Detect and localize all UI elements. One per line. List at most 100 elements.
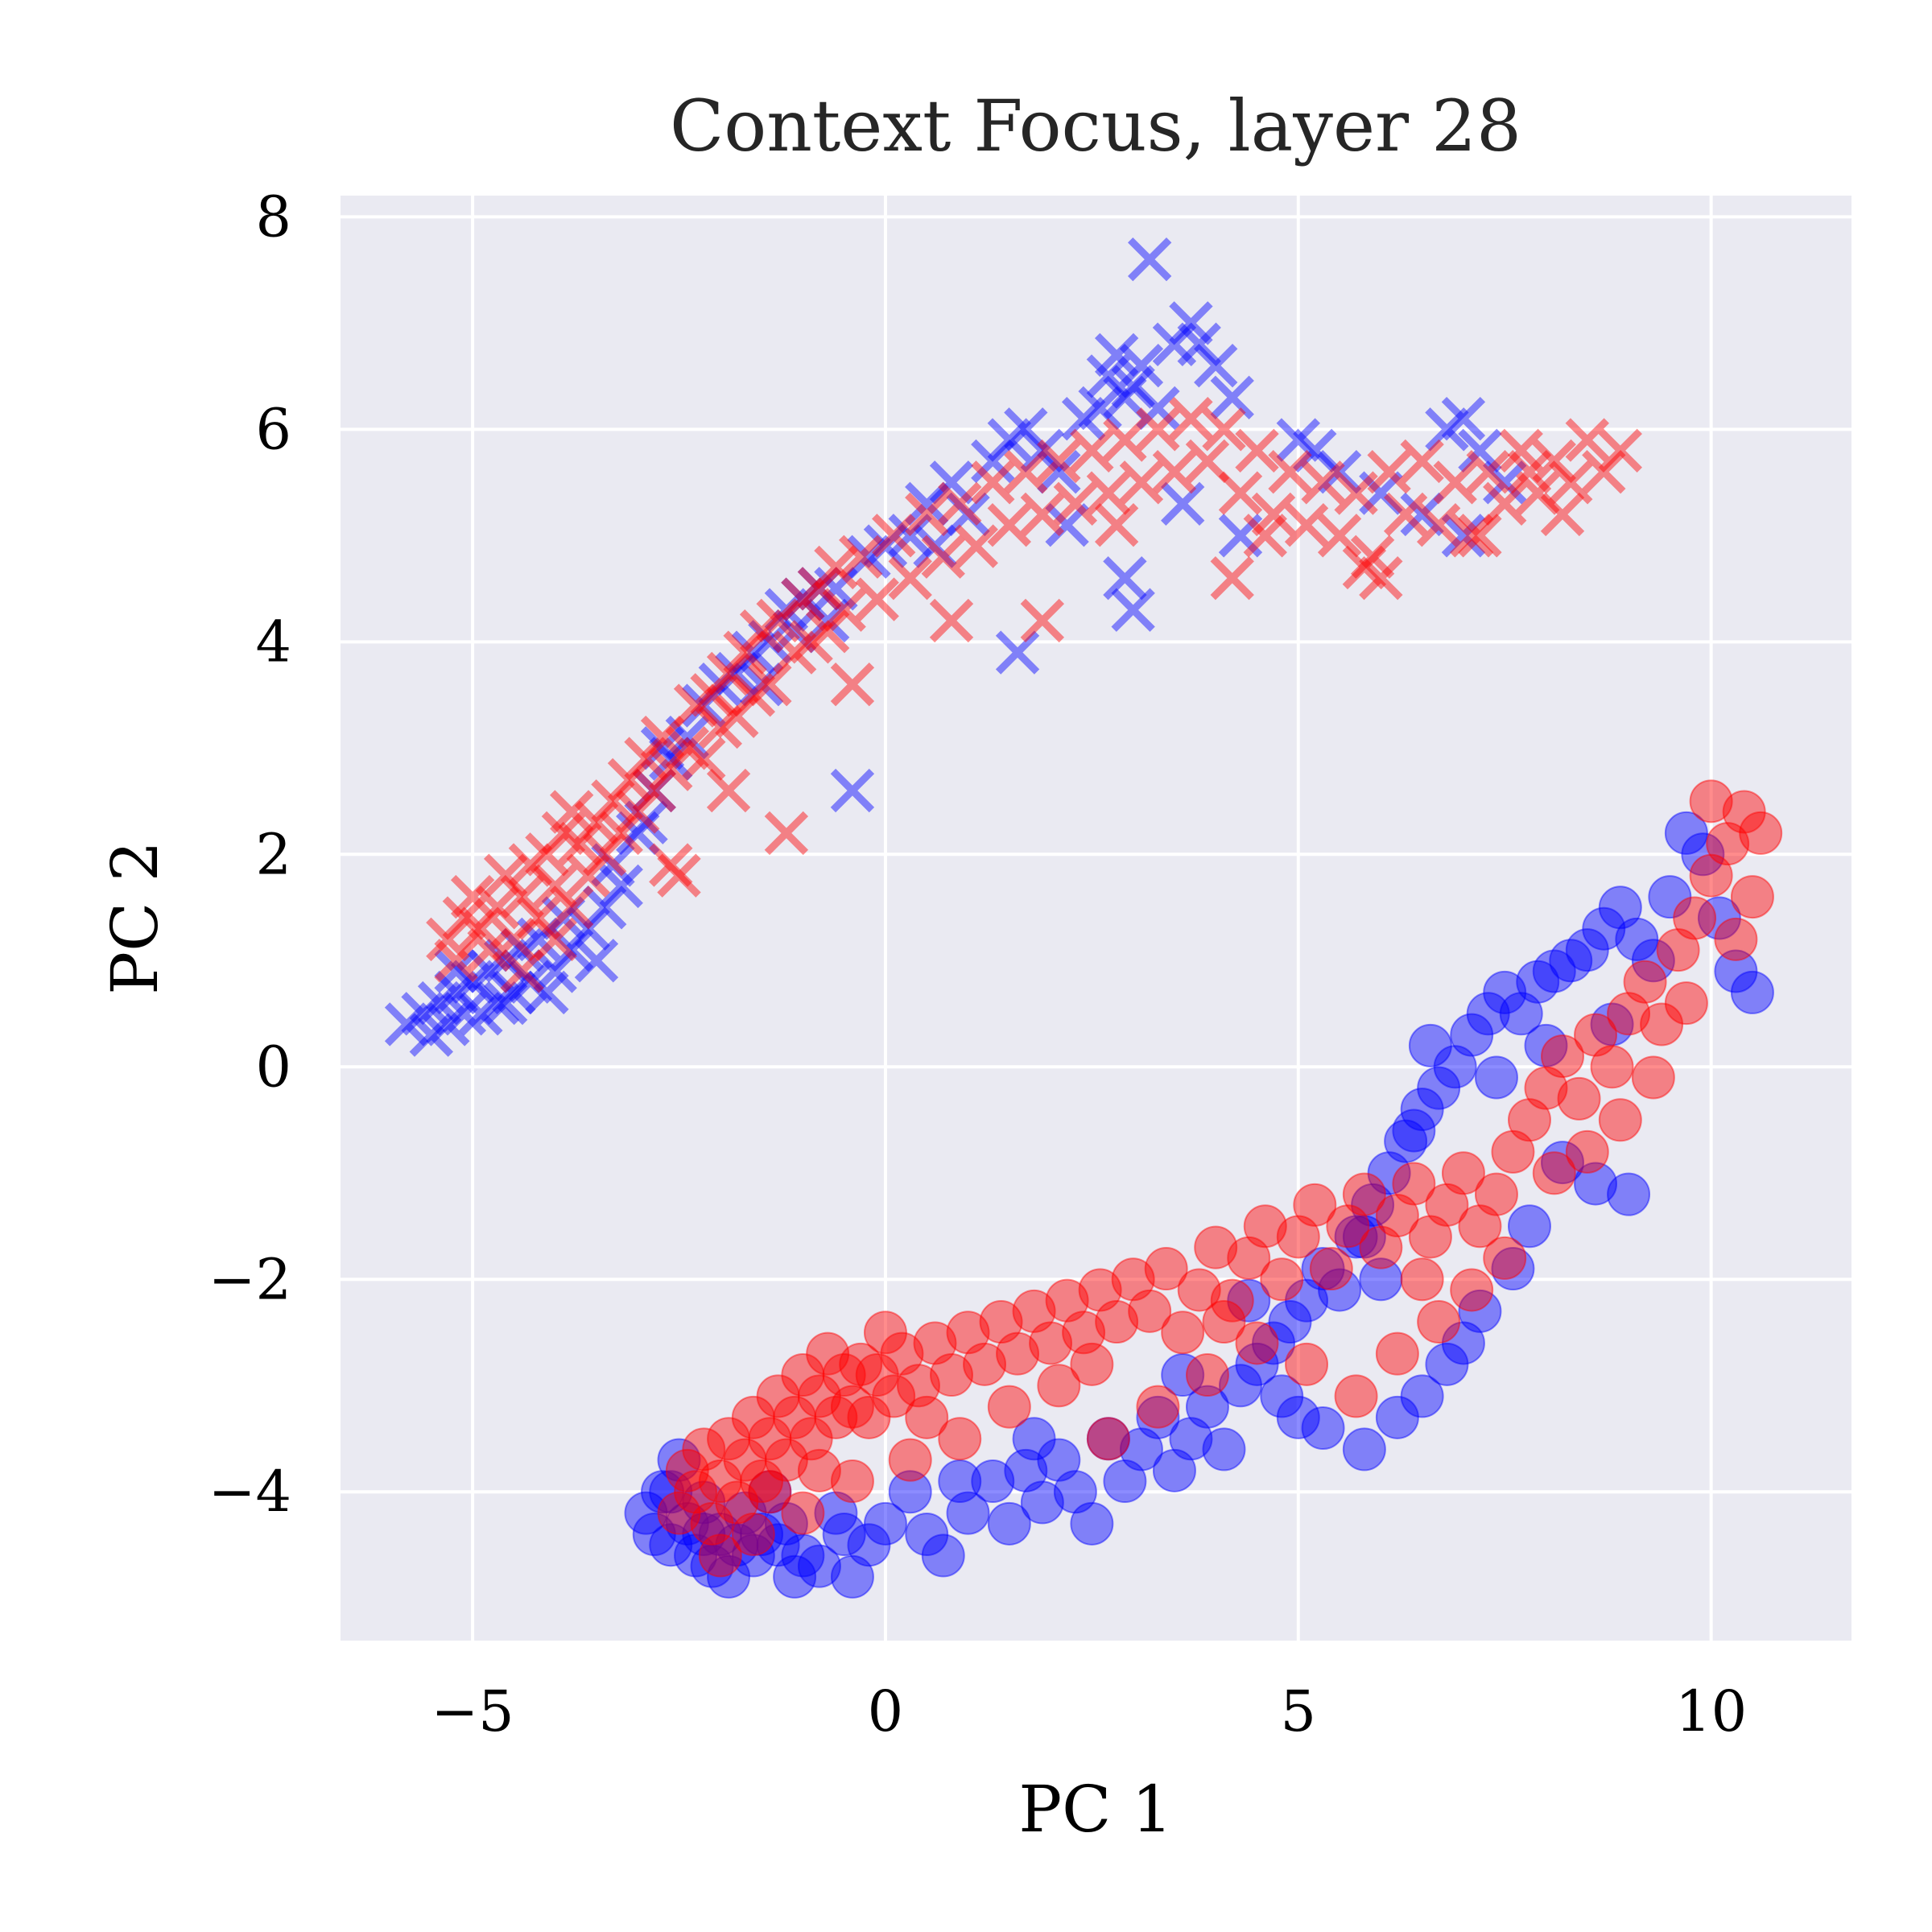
cross-point — [516, 917, 561, 962]
cross-point — [434, 970, 478, 1015]
cross-point — [1367, 449, 1411, 494]
cross-point — [1235, 428, 1279, 473]
circle-point — [1293, 1183, 1337, 1227]
cross-point — [1210, 555, 1254, 601]
cross-point — [533, 864, 577, 909]
cross-point — [500, 927, 544, 972]
cross-point — [1483, 481, 1527, 526]
cross-point — [1103, 375, 1147, 419]
circle-point — [1227, 1236, 1271, 1280]
circle-point — [1119, 1427, 1163, 1472]
cross-point — [715, 651, 759, 696]
cross-point — [1020, 428, 1065, 473]
cross-point — [1152, 322, 1197, 366]
y-axis-label: PC 2 — [97, 840, 172, 994]
cross-point — [599, 864, 643, 909]
circle-point — [1053, 1470, 1097, 1514]
circle-point — [1516, 960, 1560, 1004]
circle-point — [781, 1534, 825, 1578]
circle-point — [1020, 1480, 1064, 1525]
circle-point — [1384, 1119, 1428, 1163]
circle-point — [698, 1534, 742, 1578]
cross-point — [426, 1002, 470, 1046]
circle-point — [1128, 1289, 1172, 1333]
circle-point — [698, 1459, 742, 1504]
circle-point — [1474, 1055, 1518, 1100]
circle-point — [1144, 1247, 1188, 1291]
cross-point — [442, 896, 487, 940]
circle-point — [1194, 1225, 1238, 1269]
circle-point — [1574, 1162, 1618, 1206]
circle-point — [748, 1417, 792, 1461]
circle-point — [1235, 1342, 1279, 1386]
x-tick-label: 10 — [1675, 1678, 1747, 1744]
cross-point — [1532, 439, 1576, 484]
cross-point — [1094, 332, 1139, 378]
cross-point — [1136, 386, 1180, 431]
circle-point — [946, 1311, 990, 1355]
cross-point — [748, 620, 792, 664]
circle-point — [1714, 917, 1758, 961]
cross-point — [1136, 407, 1180, 452]
circle-point — [806, 1331, 850, 1376]
cross-point — [1565, 418, 1609, 462]
circle-point — [1648, 875, 1692, 919]
cross-point — [1350, 535, 1395, 579]
y-tick-label: 8 — [255, 184, 291, 250]
cross-point — [1218, 514, 1263, 558]
cross-point — [748, 662, 792, 707]
circle-point — [1285, 1278, 1329, 1323]
cross-point — [450, 960, 495, 1004]
circle-point — [1309, 1247, 1353, 1291]
circle-point — [987, 1501, 1031, 1546]
cross-point — [797, 567, 842, 611]
cross-point — [1103, 555, 1147, 601]
circle-point — [1532, 1151, 1576, 1195]
circle-point — [1549, 939, 1593, 983]
cross-point — [1301, 460, 1345, 505]
cross-point — [665, 726, 709, 770]
cross-point — [665, 715, 709, 760]
circle-point — [1301, 1406, 1345, 1451]
cross-point — [574, 800, 619, 844]
cross-point — [649, 747, 693, 791]
circle-point — [707, 1417, 751, 1461]
cross-point — [1433, 460, 1477, 505]
circle-point — [1722, 790, 1766, 834]
cross-point — [673, 683, 718, 728]
circle-point — [1392, 1162, 1436, 1206]
cross-point — [1243, 514, 1287, 558]
circle-point — [1185, 1385, 1229, 1429]
cross-point — [1020, 598, 1065, 643]
grid-lines — [341, 196, 1852, 1641]
cross-point — [1549, 460, 1593, 505]
cross-point — [756, 598, 800, 643]
circle-point — [1532, 949, 1576, 993]
circle-point — [1400, 1257, 1444, 1302]
circle-point — [1458, 1289, 1502, 1333]
y-tick-labels: −4 −2 0 2 4 6 8 — [208, 184, 291, 1525]
cross-point — [533, 949, 577, 993]
circle-point — [1681, 832, 1725, 877]
circle-point — [946, 1491, 990, 1535]
cross-point — [525, 970, 569, 1015]
cross-point — [1483, 460, 1527, 505]
circle-point — [1417, 1300, 1461, 1344]
circle-point — [979, 1300, 1023, 1344]
cross-point — [1458, 428, 1502, 473]
cross-point — [838, 535, 883, 579]
circle-point — [1491, 1129, 1535, 1174]
circle-point — [1285, 1342, 1329, 1386]
cross-point — [1202, 407, 1246, 452]
circle-point — [641, 1470, 685, 1514]
cross-point — [1251, 492, 1296, 537]
circle-point — [1318, 1268, 1362, 1312]
cross-point — [1400, 439, 1444, 484]
circle-point — [1689, 853, 1733, 898]
cross-point — [459, 992, 503, 1036]
cross-point — [574, 939, 619, 983]
cross-point — [1441, 514, 1486, 558]
cross-point — [483, 939, 528, 983]
circle-point — [797, 1374, 841, 1418]
cross-point — [550, 790, 594, 834]
